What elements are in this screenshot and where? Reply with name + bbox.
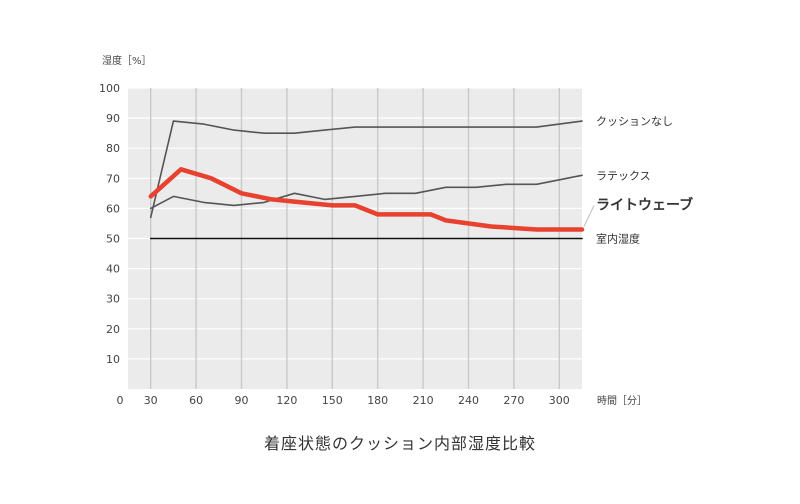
x-tick-label: 30: [144, 394, 158, 407]
y-tick-label: 70: [106, 172, 120, 185]
y-tick-label: 100: [99, 82, 120, 95]
x-tick-label: 90: [235, 394, 249, 407]
y-tick-label: 40: [106, 263, 120, 276]
x-tick-label: 240: [458, 394, 479, 407]
x-tick-label: 120: [276, 394, 297, 407]
x-tick-label: 210: [413, 394, 434, 407]
series-line-1: [149, 174, 583, 210]
x-tick-label: 270: [503, 394, 524, 407]
x-tick-label: 0: [117, 394, 124, 407]
y-tick-label: 60: [106, 202, 120, 215]
y-tick-label: 20: [106, 323, 120, 336]
series-label: ライトウェーブ: [596, 196, 693, 213]
y-tick-label: 10: [106, 353, 120, 366]
series-line-2: [148, 167, 585, 232]
y-tick-label: 30: [106, 293, 120, 306]
y-axis-label: 湿度［%］: [102, 54, 152, 67]
x-tick-label: 60: [189, 394, 203, 407]
x-axis-label: 時間［分］: [597, 395, 647, 407]
series-label: クッションなし: [596, 115, 673, 128]
y-tick-label: 80: [106, 142, 120, 155]
series-label-leader: [583, 205, 595, 227]
x-tick-label: 180: [367, 394, 388, 407]
x-tick-label: 300: [549, 394, 570, 407]
series-label: ラテックス: [596, 169, 651, 182]
chart-title: 着座状態のクッション内部湿度比較: [263, 434, 536, 453]
y-tick-label: 90: [106, 112, 120, 125]
x-tick-label: 150: [322, 394, 343, 407]
series-line-0: [149, 120, 583, 219]
series-label: 室内湿度: [596, 232, 640, 246]
y-tick-label: 50: [106, 233, 120, 246]
